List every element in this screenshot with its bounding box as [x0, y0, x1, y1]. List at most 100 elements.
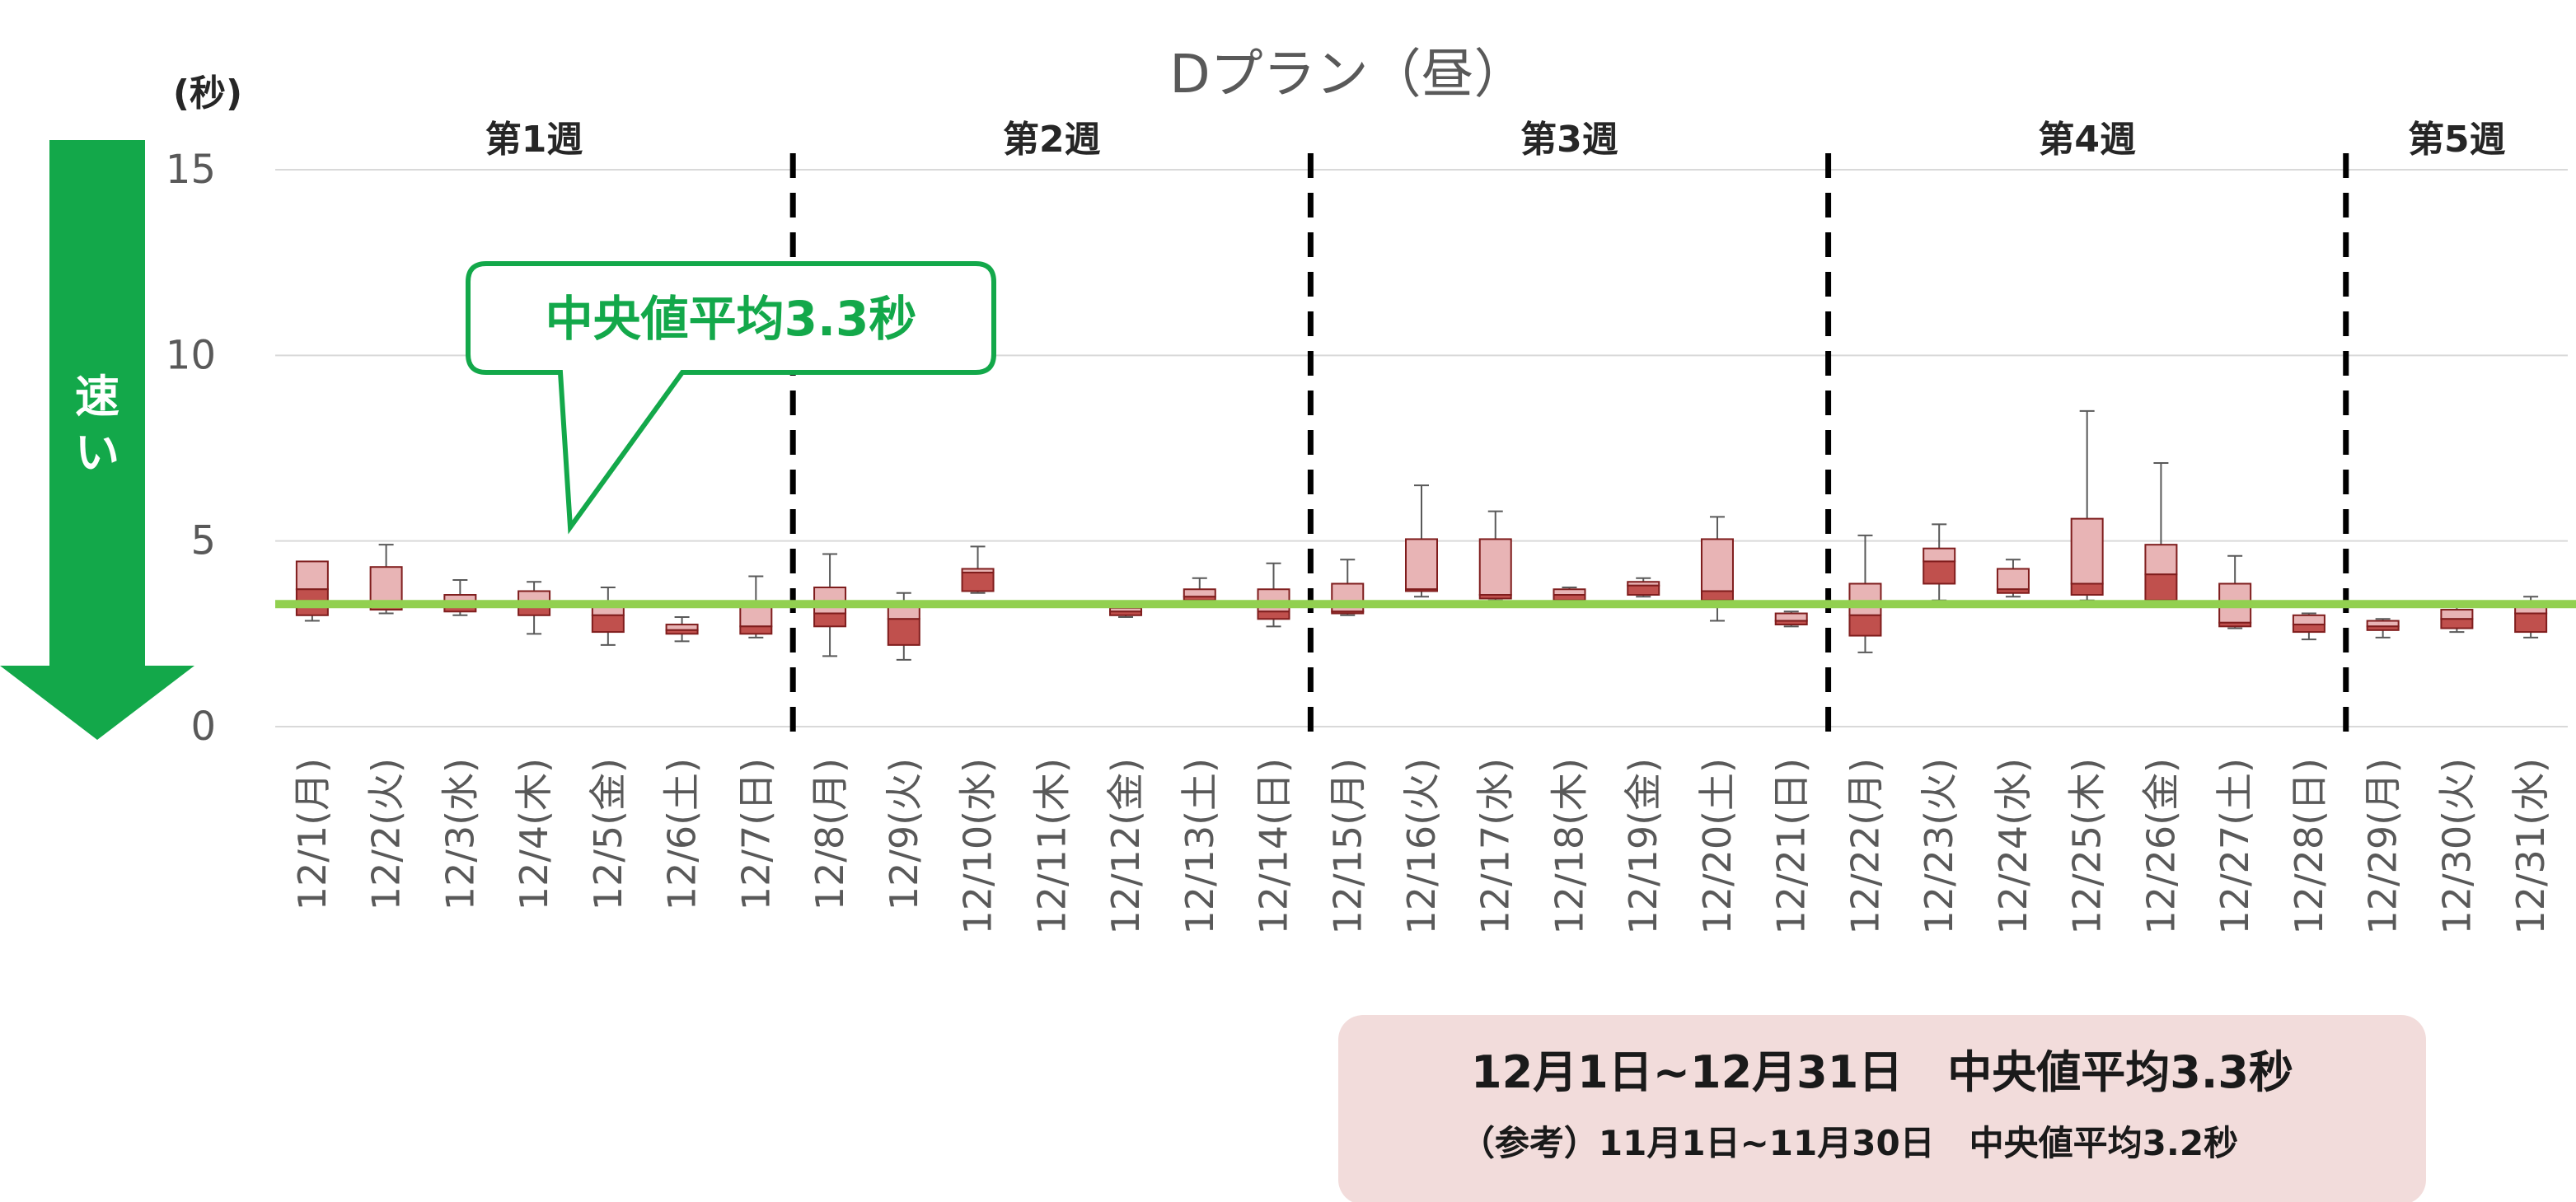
- box-upper: [1848, 582, 1882, 616]
- box-lower: [1774, 620, 1808, 626]
- x-tick-label: 12/1(月): [290, 758, 335, 910]
- x-tick-label: 12/11(木): [1029, 758, 1074, 934]
- box-lower: [2292, 624, 2325, 634]
- box-lower: [1109, 610, 1143, 616]
- box-0: [295, 560, 329, 622]
- x-tick-label: 12/12(金): [1103, 758, 1148, 934]
- speed-arrow: 速 い: [0, 140, 194, 740]
- box-upper: [1700, 538, 1734, 592]
- box-lower: [2070, 582, 2104, 596]
- box-lower: [1553, 594, 1586, 601]
- box-upper: [1183, 588, 1216, 598]
- box-9: [961, 545, 995, 594]
- y-tick-label: 10: [166, 332, 216, 378]
- x-tick-label: 12/21(日): [1769, 758, 1814, 934]
- x-tick-label: 12/29(月): [2361, 758, 2405, 934]
- x-tick-label: 12/27(土): [2213, 758, 2257, 934]
- x-tick-label: 12/8(月): [808, 758, 852, 910]
- week-label: 第4週: [2038, 119, 2136, 161]
- box-lower: [2218, 621, 2252, 628]
- box-upper: [665, 624, 699, 631]
- box-upper: [295, 560, 329, 591]
- box-lower: [1257, 610, 1290, 620]
- box-upper: [1553, 588, 1586, 596]
- y-tick-label: 0: [190, 704, 216, 750]
- box-lower: [1848, 614, 1882, 637]
- x-tick-label: 12/14(日): [1252, 758, 1296, 934]
- box-lower: [1700, 590, 1734, 601]
- box-20: [1774, 610, 1808, 628]
- box-lower: [1996, 588, 2030, 594]
- box-18: [1627, 577, 1660, 598]
- box-lower: [1478, 594, 1512, 600]
- x-axis-ticks: 12/1(月) 12/2(火) 12/3(水) 12/4(木) 12/5(金) 12/6(…: [290, 758, 2553, 934]
- x-tick-label: 12/13(土): [1178, 758, 1222, 934]
- box-4: [591, 587, 625, 646]
- week-label: 第3週: [1520, 119, 1618, 161]
- x-tick-label: 12/17(水): [1473, 758, 1518, 934]
- y-axis-ticks: 0 5 10 15: [166, 147, 216, 750]
- box-lower: [739, 625, 773, 635]
- down-arrow-icon: [0, 140, 194, 740]
- chart-title: Dプラン（昼）: [1169, 44, 1526, 105]
- box-2: [443, 578, 477, 616]
- x-tick-label: 12/7(日): [733, 758, 778, 910]
- box-22: [1923, 523, 1956, 601]
- y-tick-label: 5: [190, 518, 216, 564]
- x-tick-label: 12/5(金): [586, 758, 630, 910]
- box-lower: [887, 618, 920, 646]
- box-26: [2218, 554, 2252, 629]
- box-lower: [2366, 625, 2400, 631]
- x-tick-label: 12/26(金): [2138, 758, 2183, 934]
- y-axis-unit-label: (秒): [173, 72, 242, 115]
- x-tick-label: 12/28(日): [2287, 758, 2331, 934]
- box-16: [1478, 510, 1512, 601]
- box-upper: [369, 566, 403, 606]
- box-lower: [665, 629, 699, 635]
- box-23: [1996, 559, 2030, 598]
- x-tick-label: 12/3(水): [438, 758, 482, 910]
- box-21: [1848, 534, 1882, 653]
- callout-text: 中央値平均3.3秒: [546, 291, 917, 347]
- median-callout: 中央値平均3.3秒: [466, 261, 996, 535]
- x-tick-label: 12/25(木): [2065, 758, 2110, 934]
- week-label: 第2週: [1003, 119, 1101, 161]
- x-tick-label: 12/2(火): [364, 758, 409, 910]
- box-upper: [2292, 614, 2325, 626]
- box-lower: [1405, 588, 1438, 592]
- x-tick-label: 12/19(金): [1621, 758, 1665, 934]
- x-tick-label: 12/31(水): [2508, 758, 2553, 934]
- box-lower: [961, 571, 995, 592]
- box-upper: [2366, 620, 2400, 628]
- box-upper: [2144, 544, 2178, 576]
- summary-main-text: 12月1日~12月31日 中央値平均3.3秒: [1471, 1046, 2293, 1098]
- box-lower: [1183, 596, 1216, 601]
- callout-bubble: [466, 261, 996, 535]
- box-upper: [1996, 568, 2030, 591]
- box-upper: [1478, 538, 1512, 596]
- box-lower: [591, 614, 625, 634]
- summary-reference-text: （参考）11月1日~11月30日 中央値平均3.2秒: [1460, 1123, 2238, 1163]
- box-28: [2366, 618, 2400, 638]
- box-15: [1405, 484, 1438, 598]
- x-tick-label: 12/18(木): [1547, 758, 1591, 934]
- y-tick-label: 15: [166, 147, 216, 193]
- box-lower: [2514, 612, 2548, 634]
- arrow-label-line-2: い: [75, 427, 119, 479]
- x-tick-label: 12/23(火): [1917, 758, 1961, 934]
- box-upper: [2440, 609, 2474, 620]
- box-27: [2292, 612, 2325, 641]
- week-labels: 第1週 第2週 第3週 第4週 第5週: [485, 119, 2506, 161]
- box-upper: [1405, 538, 1438, 591]
- x-tick-label: 12/9(火): [882, 758, 926, 910]
- box-lower: [2440, 618, 2474, 629]
- box-5: [665, 616, 699, 643]
- x-tick-label: 12/24(水): [1991, 758, 2035, 934]
- box-13: [1257, 562, 1290, 628]
- x-tick-label: 12/6(土): [660, 758, 705, 910]
- box-lower: [1627, 584, 1660, 596]
- x-tick-label: 12/16(火): [1399, 758, 1444, 934]
- box-upper: [2070, 517, 2104, 585]
- x-tick-label: 12/4(木): [512, 758, 556, 910]
